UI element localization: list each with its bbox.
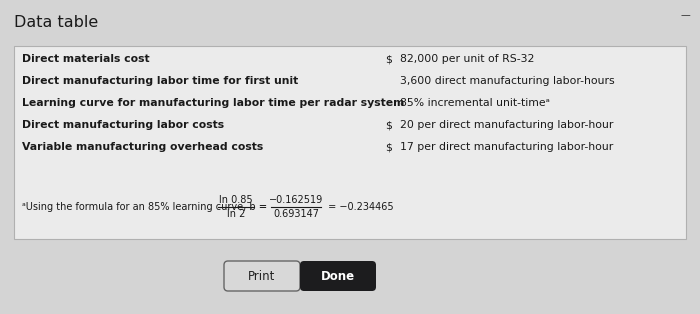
Text: = −0.234465: = −0.234465 bbox=[325, 202, 393, 212]
Text: 82,000 per unit of RS-32: 82,000 per unit of RS-32 bbox=[400, 54, 534, 64]
FancyBboxPatch shape bbox=[300, 261, 376, 291]
Text: Data table: Data table bbox=[14, 15, 98, 30]
Text: $: $ bbox=[385, 120, 392, 130]
Text: Done: Done bbox=[321, 269, 355, 283]
Text: Learning curve for manufacturing labor time per radar system: Learning curve for manufacturing labor t… bbox=[22, 98, 405, 108]
Text: =: = bbox=[259, 202, 267, 212]
Text: Direct manufacturing labor time for first unit: Direct manufacturing labor time for firs… bbox=[22, 76, 298, 86]
Text: 85% incremental unit-timeᵃ: 85% incremental unit-timeᵃ bbox=[400, 98, 550, 108]
Text: Direct manufacturing labor costs: Direct manufacturing labor costs bbox=[22, 120, 224, 130]
Text: Print: Print bbox=[248, 269, 276, 283]
Text: 17 per direct manufacturing labor-hour: 17 per direct manufacturing labor-hour bbox=[400, 142, 613, 152]
FancyBboxPatch shape bbox=[224, 261, 300, 291]
Text: Direct materials cost: Direct materials cost bbox=[22, 54, 150, 64]
Bar bbox=[14, 46, 686, 239]
Text: $: $ bbox=[385, 54, 392, 64]
Text: −0.162519: −0.162519 bbox=[269, 195, 323, 205]
Text: ln 0.85: ln 0.85 bbox=[219, 195, 253, 205]
Text: 20 per direct manufacturing labor-hour: 20 per direct manufacturing labor-hour bbox=[400, 120, 613, 130]
Text: ᵃUsing the formula for an 85% learning curve, b =: ᵃUsing the formula for an 85% learning c… bbox=[22, 202, 270, 212]
Text: ln 2: ln 2 bbox=[227, 209, 245, 219]
Text: 3,600 direct manufacturing labor-hours: 3,600 direct manufacturing labor-hours bbox=[400, 76, 615, 86]
Text: $: $ bbox=[385, 142, 392, 152]
Text: 0.693147: 0.693147 bbox=[273, 209, 319, 219]
Text: —: — bbox=[680, 10, 690, 20]
Text: Variable manufacturing overhead costs: Variable manufacturing overhead costs bbox=[22, 142, 263, 152]
